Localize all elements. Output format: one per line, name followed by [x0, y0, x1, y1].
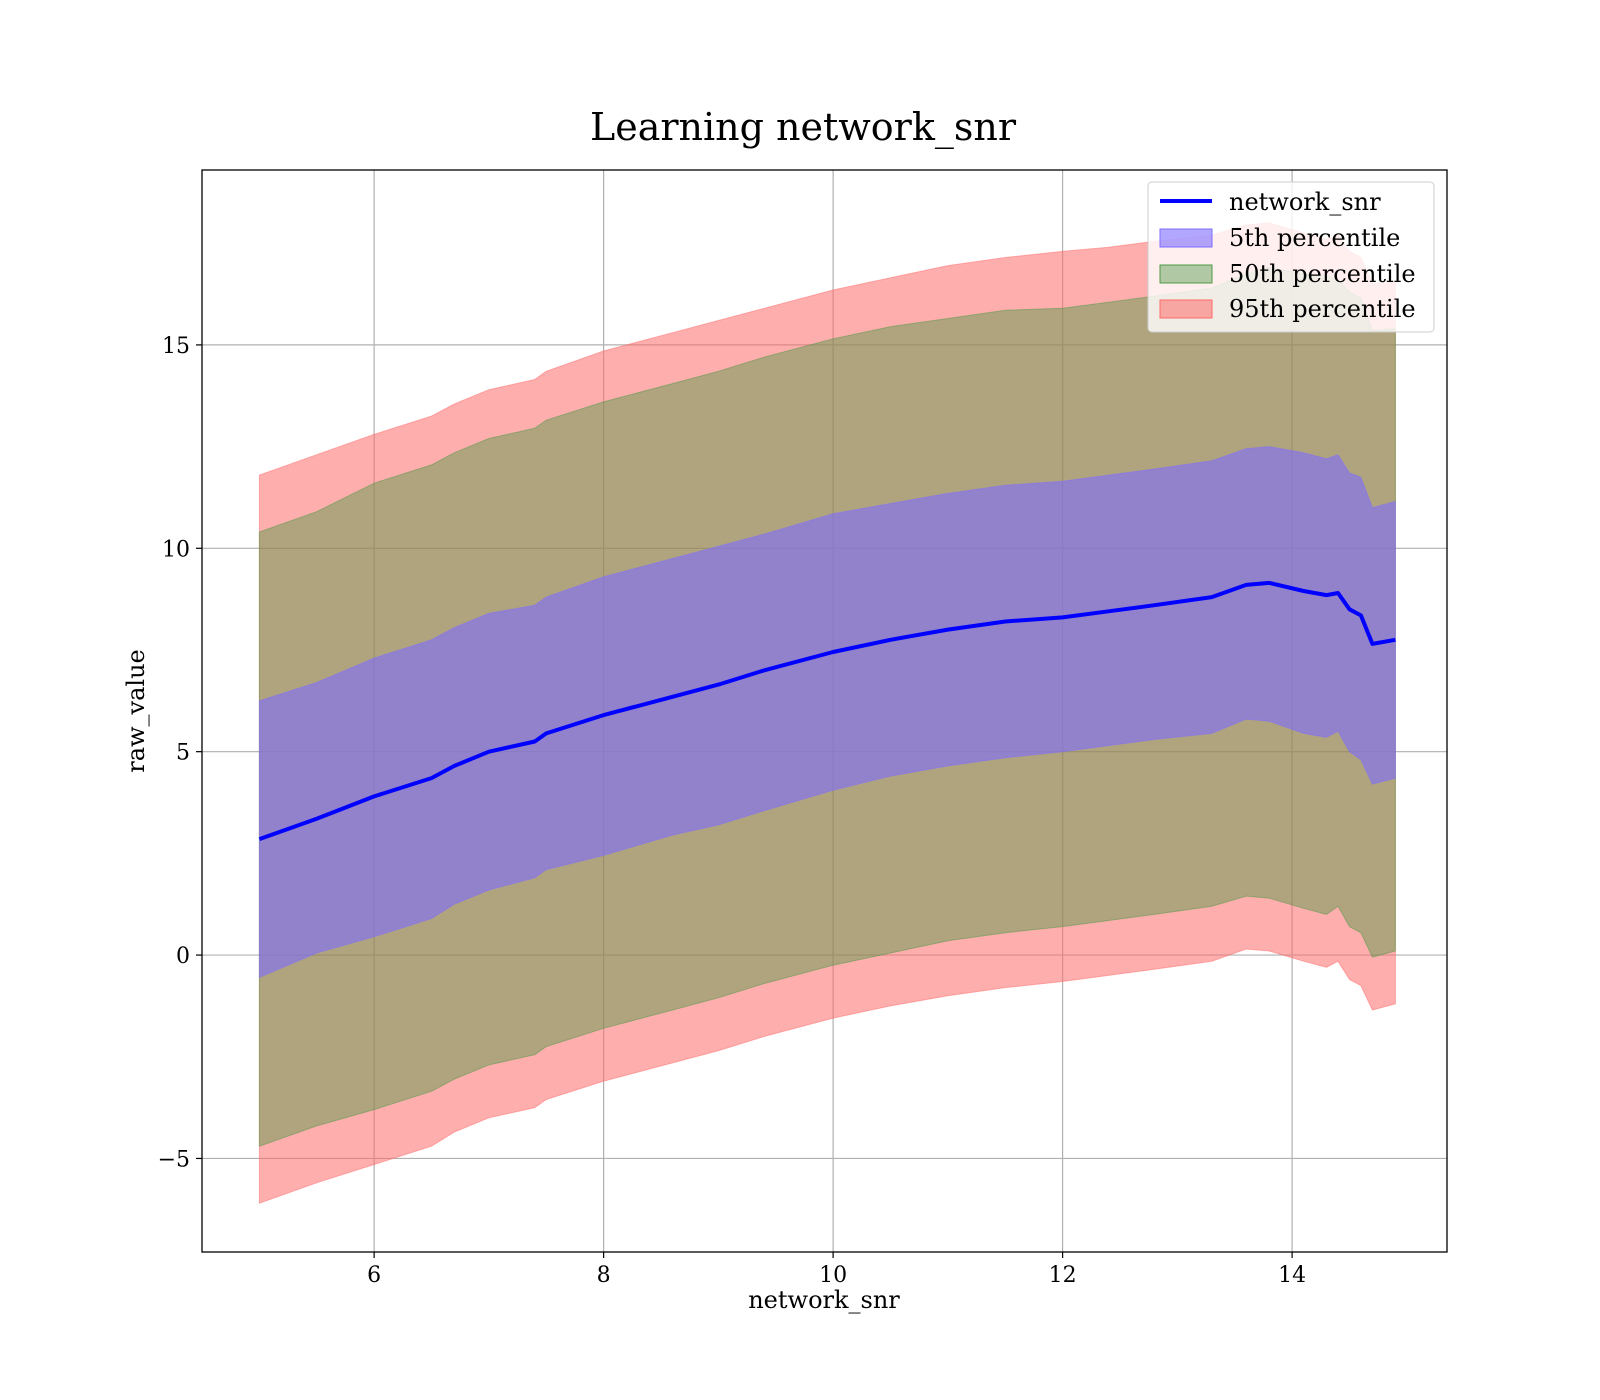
legend: network_snr 5th percentile 50th percenti… — [1147, 181, 1435, 333]
y-axis-label: raw_value — [122, 649, 150, 773]
legend-label-50th-percentile: 50th percentile — [1229, 260, 1416, 288]
legend-label-5th-percentile: 5th percentile — [1229, 224, 1400, 252]
x-tick-label: 6 — [367, 1263, 381, 1288]
y-ticks: −5 0 5 10 15 — [158, 334, 202, 1172]
plot-frame — [201, 169, 1448, 1253]
legend-swatch-95th — [1159, 299, 1213, 319]
legend-label-network-snr: network_snr — [1229, 188, 1381, 216]
x-tick-label: 12 — [1049, 1263, 1077, 1288]
y-tick-label: −5 — [158, 1147, 190, 1172]
y-tick-label: 0 — [176, 944, 190, 969]
network-snr-line — [258, 580, 1396, 841]
chart-title: Learning network_snr — [590, 105, 1017, 150]
x-ticks: 6 8 10 12 14 — [367, 1252, 1306, 1288]
percentile-bands — [258, 222, 1396, 1204]
legend-frame — [1147, 181, 1435, 333]
y-tick-label: 15 — [162, 334, 190, 359]
x-axis-label: network_snr — [748, 1286, 900, 1314]
x-tick-label: 14 — [1278, 1263, 1306, 1288]
band-5th-percentile — [258, 446, 1396, 979]
x-tick-label: 8 — [597, 1263, 611, 1288]
legend-swatch-50th — [1159, 264, 1213, 284]
series-lines — [258, 580, 1396, 841]
y-tick-label: 5 — [176, 741, 190, 766]
x-tick-label: 10 — [819, 1263, 847, 1288]
legend-swatch-5th — [1159, 228, 1213, 248]
legend-label-95th-percentile: 95th percentile — [1229, 295, 1416, 323]
y-tick-label: 10 — [162, 537, 190, 562]
